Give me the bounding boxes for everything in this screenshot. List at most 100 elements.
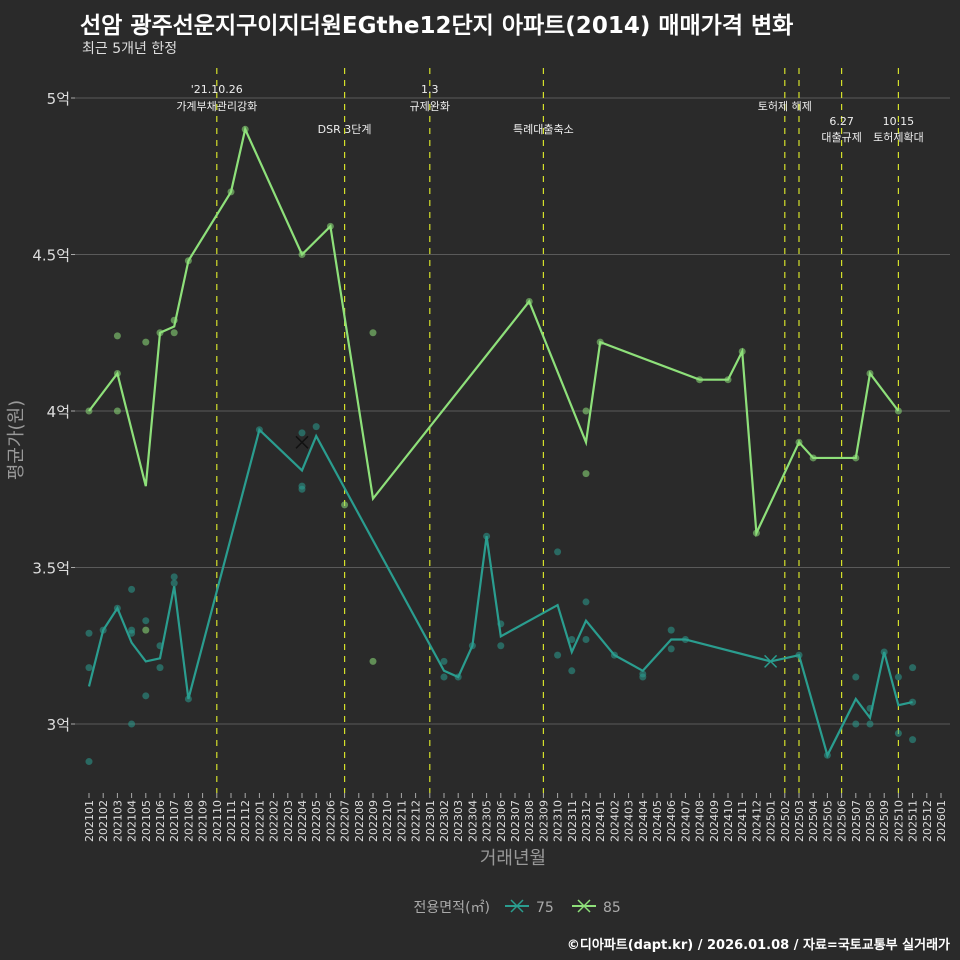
event-label: 10.15 (883, 115, 915, 128)
x-tick-label: 202306 (495, 800, 508, 842)
legend-label: 75 (536, 900, 554, 916)
x-tick-label: 202104 (126, 800, 139, 842)
x-tick-label: 202501 (765, 800, 778, 842)
x-tick-label: 202311 (566, 800, 579, 842)
y-tick-label: 4억 (47, 403, 70, 421)
data-point-75 (554, 548, 562, 556)
legend-label: 85 (603, 900, 621, 916)
x-tick-label: 202101 (83, 800, 96, 842)
x-tick-label: 202503 (793, 800, 806, 842)
x-tick-label: 202207 (339, 800, 352, 842)
x-tick-label: 202411 (736, 800, 749, 842)
x-tick-label: 202407 (679, 800, 692, 842)
data-point-75 (85, 758, 93, 766)
data-point-75 (667, 626, 675, 634)
x-tick-label: 202302 (438, 800, 451, 842)
x-tick-label: 202505 (821, 800, 834, 842)
event-label: 1.3 (421, 83, 439, 96)
x-tick-label: 202406 (665, 800, 678, 842)
data-point-75 (298, 485, 306, 493)
x-tick-label: 202408 (694, 800, 707, 842)
x-tick-label: 202201 (253, 800, 266, 842)
x-tick-label: 202108 (182, 800, 195, 842)
data-point-75 (639, 673, 647, 681)
x-tick-label: 202511 (907, 800, 920, 842)
x-tick-label: 202601 (935, 800, 948, 842)
data-point-75 (852, 673, 860, 681)
x-marker (764, 654, 778, 668)
data-point-75 (298, 429, 306, 437)
data-point-75 (894, 673, 902, 681)
event-label: DSR 3단계 (318, 123, 372, 136)
data-point-75 (170, 579, 178, 587)
x-tick-label: 202111 (225, 800, 238, 842)
x-tick-label: 202202 (268, 800, 281, 842)
x-tick-label: 202210 (381, 800, 394, 842)
x-tick-label: 202412 (750, 800, 763, 842)
data-point-75 (554, 651, 562, 659)
x-tick-label: 202403 (623, 800, 636, 842)
data-point-75 (909, 736, 917, 744)
x-tick-label: 202307 (509, 800, 522, 842)
x-axis-title: 거래년월 (480, 848, 546, 869)
x-tick-label: 202401 (594, 800, 607, 842)
x-tick-label: 202507 (850, 800, 863, 842)
event-label: 6.27 (829, 115, 854, 128)
data-point-85 (341, 501, 349, 509)
event-label: 규제완화 (410, 100, 450, 113)
x-tick-label: 202103 (111, 800, 124, 842)
x-tick-label: 202109 (197, 800, 210, 842)
legend-marker-85 (577, 899, 591, 913)
data-point-75 (128, 585, 136, 593)
x-tick-label: 202312 (580, 800, 593, 842)
data-point-85 (142, 626, 150, 634)
data-point-75 (440, 673, 448, 681)
x-tick-label: 202304 (466, 800, 479, 842)
legend-marker-75 (510, 899, 524, 913)
data-point-75 (582, 598, 590, 606)
series-line-85 (88, 125, 900, 538)
event-label: 가계부채관리강화 (176, 100, 257, 113)
data-point-75 (894, 729, 902, 737)
series-line-75 (87, 427, 913, 759)
data-point-75 (156, 664, 164, 672)
event-label: 토허제 해제 (758, 99, 812, 113)
data-point-85 (142, 338, 150, 346)
x-tick-label: 202310 (552, 800, 565, 842)
data-point-75 (440, 657, 448, 665)
event-label: 대출규제 (821, 131, 861, 144)
x-tick-label: 202209 (367, 800, 380, 842)
x-tick-label: 202504 (807, 800, 820, 842)
data-point-85 (113, 332, 121, 340)
x-tick-label: 202409 (708, 800, 721, 842)
legend-title: 전용면적(㎡) (414, 900, 490, 916)
x-tick-label: 202112 (239, 800, 252, 842)
data-point-75 (142, 617, 150, 625)
data-point-85 (582, 470, 590, 478)
event-label: '21.10.26 (191, 83, 243, 96)
x-tick-label: 202309 (537, 800, 550, 842)
data-point-75 (866, 720, 874, 728)
x-tick-label: 202203 (282, 800, 295, 842)
y-tick-label: 3억 (47, 716, 70, 734)
data-point-75 (170, 573, 178, 581)
data-point-85 (369, 657, 377, 665)
data-point-75 (852, 720, 860, 728)
y-axis-title: 평균가(원) (6, 400, 27, 480)
data-point-75 (128, 629, 136, 637)
x-tick-label: 202102 (97, 800, 110, 842)
x-tick-label: 202410 (722, 800, 735, 842)
x-tick-label: 202110 (211, 800, 224, 842)
data-point-75 (582, 635, 590, 643)
data-point-85 (170, 329, 178, 337)
data-point-85 (113, 407, 121, 415)
x-tick-label: 202405 (651, 800, 664, 842)
x-tick-label: 202106 (154, 800, 167, 842)
x-tick-label: 202107 (168, 800, 181, 842)
data-point-85 (369, 329, 377, 337)
y-tick-label: 3.5억 (32, 560, 70, 578)
data-point-85 (582, 407, 590, 415)
y-tick-label: 5억 (47, 90, 70, 108)
